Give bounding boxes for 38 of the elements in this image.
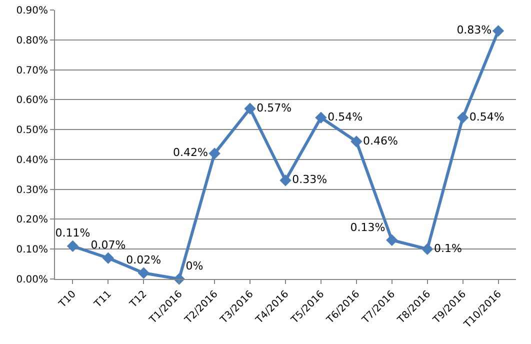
data-label: 0.07% [90, 238, 126, 252]
y-tick-label: 0.70% [16, 65, 48, 76]
data-label: 0.33% [292, 173, 328, 186]
point [244, 102, 256, 114]
y-tick-label: 0.50% [16, 125, 48, 136]
y-tick-label: 0.10% [16, 244, 48, 256]
point [138, 267, 150, 279]
point [208, 148, 220, 160]
point [315, 112, 327, 124]
x-tick-label: T11 [92, 288, 114, 311]
y-tick-label: 0.80% [16, 35, 48, 46]
point [456, 112, 469, 124]
point [422, 243, 434, 255]
data-label: 0.54% [469, 110, 504, 124]
data-label: 0.42% [173, 146, 208, 160]
data-label: 0.54% [328, 110, 363, 124]
point [350, 136, 362, 148]
point [102, 252, 114, 264]
x-tick-label: T10 [56, 288, 78, 311]
x-tick-label: T12 [127, 288, 150, 311]
y-tick-label: 0.60% [16, 95, 48, 106]
y-tick-label: 0.00% [16, 274, 48, 286]
point [66, 240, 79, 252]
data-label: 0.1% [434, 242, 462, 255]
data-label: 0.11% [55, 226, 90, 240]
data-label: 0.02% [126, 254, 162, 267]
y-tick-label: 0.30% [16, 184, 48, 196]
y-tick-label: 0.40% [16, 154, 48, 166]
data-label: 0% [186, 260, 204, 273]
point [280, 174, 292, 186]
data-label: 0.57% [256, 101, 292, 114]
y-tick-label: 0.20% [16, 214, 48, 226]
data-label: 0.13% [350, 220, 386, 234]
point [492, 25, 504, 37]
data-label: 0.46% [363, 134, 398, 148]
point [386, 234, 398, 246]
data-label: 0.83% [456, 24, 492, 37]
y-tick-label: 0.90% [16, 6, 48, 16]
